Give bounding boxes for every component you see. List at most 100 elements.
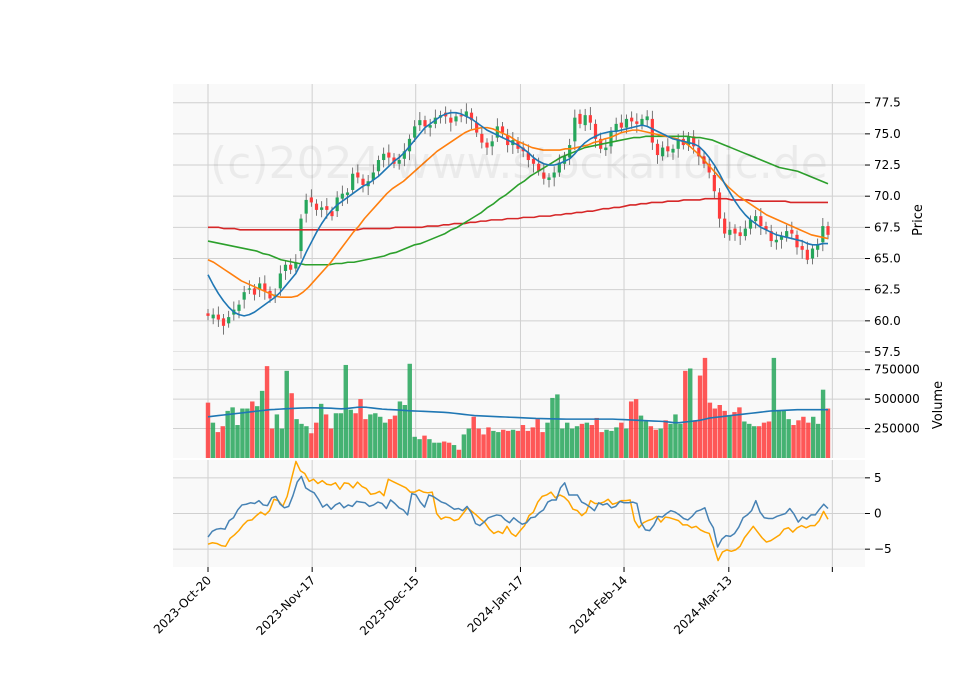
volume-bar: [397, 401, 403, 458]
volume-bar: [471, 416, 476, 458]
volume-bar: [378, 416, 383, 458]
volume-bar: [279, 428, 285, 458]
volume-bar: [501, 429, 506, 458]
volume-bar: [486, 427, 491, 458]
x-tick-label: 2023-Dec-15: [357, 573, 422, 638]
volume-bar: [510, 429, 516, 458]
volume-bar: [520, 425, 526, 458]
y-tick-label: 77.5: [874, 96, 901, 110]
y-tick-label: 57.5: [874, 345, 901, 359]
candle-body: [309, 197, 313, 203]
volume-bar: [309, 433, 314, 458]
candle-body: [345, 192, 350, 195]
volume-bar: [323, 414, 329, 458]
volume-bar: [545, 422, 550, 458]
volume-bar: [555, 394, 560, 458]
volume-bar: [781, 410, 786, 458]
x-axis: 2023-Oct-20 2023-Nov-17 2023-Dec-15 2024-Ja…: [151, 567, 833, 638]
volume-bar: [776, 410, 782, 458]
volume-bar: [722, 410, 727, 458]
volume-bar: [496, 432, 501, 458]
candle-body: [728, 229, 732, 235]
candle-body: [697, 147, 701, 157]
volume-bar: [579, 423, 585, 458]
volume-bar: [688, 368, 693, 458]
candle-body: [769, 231, 773, 242]
candle-body: [604, 147, 608, 151]
candle-body: [588, 115, 592, 123]
candle-body: [397, 160, 401, 164]
volume-bar: [392, 415, 398, 458]
volume-bar: [604, 429, 609, 458]
volume-bar: [633, 399, 639, 458]
volume-bar: [363, 419, 368, 458]
candle-body: [593, 123, 598, 139]
volume-bar: [663, 420, 668, 458]
candle-body: [423, 120, 427, 127]
volume-bar: [766, 421, 772, 458]
y-tick-label: 70.0: [874, 189, 901, 203]
volume-bar: [796, 420, 801, 458]
candle-body: [206, 313, 210, 316]
candle-body: [743, 228, 747, 237]
candle-body: [371, 172, 375, 180]
candle-body: [330, 211, 334, 217]
candle-body: [614, 123, 618, 132]
candle-body: [547, 177, 551, 180]
volume-bar: [540, 432, 545, 458]
volume-bar: [299, 423, 304, 458]
candle-body: [387, 152, 391, 158]
volume-bar: [683, 370, 688, 458]
volume-bar: [348, 409, 353, 458]
candle-body: [661, 147, 665, 157]
volume-bar: [737, 407, 742, 458]
volume-bar: [205, 402, 211, 458]
candle-body: [459, 115, 463, 117]
volume-bar: [678, 423, 683, 458]
y-tick-label: −5: [874, 542, 892, 556]
candle-body: [645, 116, 649, 121]
candle-body: [686, 136, 691, 146]
candle-body: [764, 226, 768, 230]
candle-body: [351, 173, 355, 190]
x-tick-label: 2023-Nov-17: [254, 573, 319, 638]
volume-bar: [220, 426, 225, 458]
candle-body: [785, 231, 789, 238]
y-tick-label: 62.5: [874, 283, 901, 297]
candle-body: [748, 219, 753, 229]
x-tick-label: 2023-Oct-20: [151, 573, 214, 636]
volume-bar: [727, 415, 732, 458]
volume-bar: [437, 442, 442, 458]
volume-bar: [742, 421, 747, 458]
price-axis-label: Price: [911, 204, 926, 236]
candle-body: [278, 273, 282, 289]
volume-bar: [747, 423, 752, 458]
volume-bar: [530, 427, 535, 458]
volume-bar: [712, 408, 718, 458]
volume-bar: [338, 413, 344, 458]
candle-body: [655, 143, 660, 156]
volume-bar: [535, 419, 540, 458]
volume-bar: [692, 420, 698, 458]
candle-body: [650, 118, 654, 143]
volume-bar: [609, 430, 614, 458]
y-tick-label: 65.0: [874, 252, 901, 266]
candle-body: [826, 226, 830, 235]
volume-bar: [825, 408, 831, 458]
candle-body: [221, 318, 226, 326]
volume-bar: [422, 435, 427, 458]
volume-bar: [628, 401, 634, 458]
candle-body: [573, 117, 577, 142]
candle-body: [314, 203, 319, 210]
volume-bar: [638, 415, 644, 458]
volume-bar: [274, 414, 280, 458]
volume-bar: [643, 421, 649, 458]
volume-bar: [368, 414, 373, 458]
volume-bar: [673, 414, 678, 458]
volume-bar: [259, 390, 265, 458]
candle-body: [263, 283, 267, 291]
candle-body: [526, 152, 530, 161]
candle-body: [676, 140, 680, 149]
candle-body: [376, 160, 381, 172]
